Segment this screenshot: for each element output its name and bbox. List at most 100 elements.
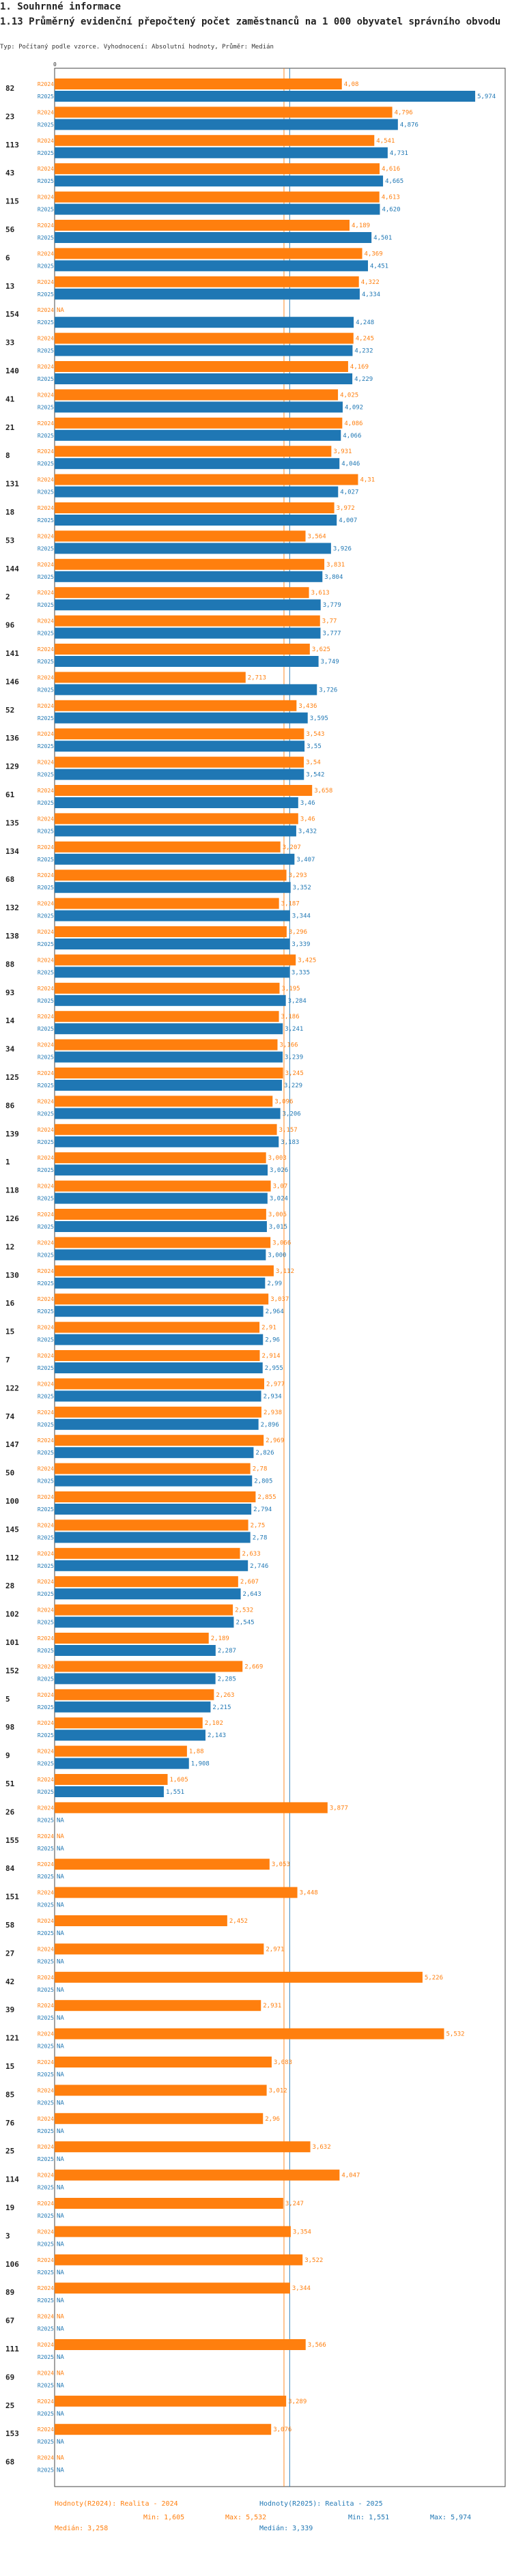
value-label-r2025: 3,206 xyxy=(283,1111,301,1117)
legend-max-r2024: Max: 5,532 xyxy=(225,2514,266,2521)
series-label-r2025: R2025 xyxy=(38,2241,54,2247)
series-label-r2025: R2025 xyxy=(38,2015,54,2021)
value-label-r2024: 3,005 xyxy=(268,1212,287,1218)
bar-r2025 xyxy=(55,147,388,158)
value-label-r2025: 2,78 xyxy=(253,1534,268,1541)
bar-r2024 xyxy=(55,615,320,627)
value-label-r2024: 3,037 xyxy=(270,1296,289,1303)
value-label-r2024: 3,448 xyxy=(300,1890,318,1897)
bar-r2025 xyxy=(55,543,331,554)
bar-r2025 xyxy=(55,910,290,921)
category-label: 28 xyxy=(5,1582,14,1590)
series-label-r2025: R2025 xyxy=(38,1422,54,1428)
value-label-r2025: 3,335 xyxy=(291,969,310,976)
value-label-r2024: 3,46 xyxy=(300,816,315,822)
bar-r2024 xyxy=(55,1096,273,1107)
category-label: 12 xyxy=(5,1242,14,1251)
legend-median-r2024: Medián: 3,258 xyxy=(55,2524,108,2532)
category-label: 53 xyxy=(5,536,14,545)
bar-r2025 xyxy=(55,882,291,893)
series-label-r2024: R2024 xyxy=(38,505,54,511)
value-label-r2025: 3,432 xyxy=(298,828,317,835)
value-label-r2025: 2,96 xyxy=(265,1337,280,1344)
bar-r2024 xyxy=(55,389,339,401)
series-label-r2025: R2025 xyxy=(38,1280,54,1287)
category-label: 141 xyxy=(5,649,19,658)
bar-r2024 xyxy=(55,1604,233,1616)
bar-r2024 xyxy=(55,870,287,881)
value-label-r2024: 2,607 xyxy=(240,1579,259,1586)
value-label-r2025: NA xyxy=(57,1958,64,1965)
bar-r2025 xyxy=(55,458,340,470)
bar-r2025 xyxy=(55,994,286,1006)
series-label-r2024: R2024 xyxy=(38,2229,54,2235)
series-label-r2025: R2025 xyxy=(38,150,54,156)
value-label-r2024: 3,012 xyxy=(269,2087,287,2094)
series-label-r2025: R2025 xyxy=(38,1506,54,1513)
value-label-r2025: 2,934 xyxy=(264,1393,282,1400)
value-label-r2024: 4,189 xyxy=(352,223,370,229)
bar-r2024 xyxy=(55,1068,283,1078)
series-label-r2025: R2025 xyxy=(38,772,54,778)
bar-r2024 xyxy=(55,220,350,231)
series-label-r2025: R2025 xyxy=(38,687,54,693)
bar-r2024 xyxy=(55,1209,266,1220)
series-label-r2024: R2024 xyxy=(38,1861,54,1867)
bar-r2024 xyxy=(55,332,354,344)
value-label-r2024: 3,207 xyxy=(283,844,301,851)
value-label-r2024: 3,003 xyxy=(268,1155,287,1162)
bar-r2024 xyxy=(55,134,375,146)
series-label-r2025: R2025 xyxy=(38,1958,54,1964)
category-label: 126 xyxy=(5,1214,19,1223)
category-label: 14 xyxy=(5,1016,15,1025)
bar-r2024 xyxy=(55,954,296,966)
category-label: 52 xyxy=(5,706,14,715)
legend-min-r2025: Min: 1,551 xyxy=(348,2514,389,2521)
value-label-r2024: 3,54 xyxy=(306,760,321,767)
value-label-r2024: 1,605 xyxy=(170,1777,188,1784)
value-label-r2024: 2,91 xyxy=(261,1325,276,1332)
value-label-r2024: 2,78 xyxy=(253,1466,268,1473)
value-label-r2024: 3,831 xyxy=(326,562,345,569)
value-label-r2025: 3,46 xyxy=(300,800,315,807)
value-label-r2025: NA xyxy=(57,2270,64,2276)
value-label-r2024: 3,436 xyxy=(298,703,317,710)
bar-r2024 xyxy=(55,530,306,542)
series-label-r2025: R2025 xyxy=(38,1761,54,1767)
value-label-r2024: 5,532 xyxy=(446,2031,464,2038)
series-label-r2024: R2024 xyxy=(38,1777,54,1783)
series-label-r2024: R2024 xyxy=(38,731,54,737)
value-label-r2025: 2,215 xyxy=(212,1704,231,1711)
series-label-r2025: R2025 xyxy=(38,1817,54,1823)
category-label: 19 xyxy=(5,2203,14,2212)
category-label: 8 xyxy=(5,451,10,460)
value-label-r2024: 3,344 xyxy=(292,2285,311,2292)
series-label-r2025: R2025 xyxy=(38,2213,54,2219)
series-label-r2024: R2024 xyxy=(38,1353,54,1359)
bar-r2025 xyxy=(55,1645,216,1656)
category-label: 130 xyxy=(5,1271,19,1280)
bar-r2025 xyxy=(55,119,398,130)
category-label: 9 xyxy=(5,1751,10,1760)
bar-r2024 xyxy=(55,78,342,89)
category-label: 18 xyxy=(5,508,14,517)
value-label-r2025: 4,248 xyxy=(356,319,374,326)
bar-r2024 xyxy=(55,2424,272,2435)
value-label-r2024: 2,914 xyxy=(262,1353,281,1360)
series-label-r2025: R2025 xyxy=(38,2072,54,2078)
value-label-r2025: NA xyxy=(57,2044,64,2050)
bar-r2025 xyxy=(55,627,321,639)
bar-r2024 xyxy=(55,700,297,711)
value-label-r2025: NA xyxy=(57,1874,64,1880)
series-label-r2024: R2024 xyxy=(38,2427,54,2433)
value-label-r2024: 4,613 xyxy=(382,195,400,201)
series-label-r2025: R2025 xyxy=(38,2354,54,2360)
value-label-r2025: 3,024 xyxy=(270,1196,288,1203)
category-label: 26 xyxy=(5,1807,15,1816)
bar-r2024 xyxy=(55,191,380,203)
value-label-r2025: 4,665 xyxy=(385,178,403,185)
bar-r2025 xyxy=(55,967,289,978)
bar-r2025 xyxy=(55,1390,261,1402)
category-label: 13 xyxy=(5,282,14,291)
value-label-r2024: 3,625 xyxy=(312,646,330,653)
